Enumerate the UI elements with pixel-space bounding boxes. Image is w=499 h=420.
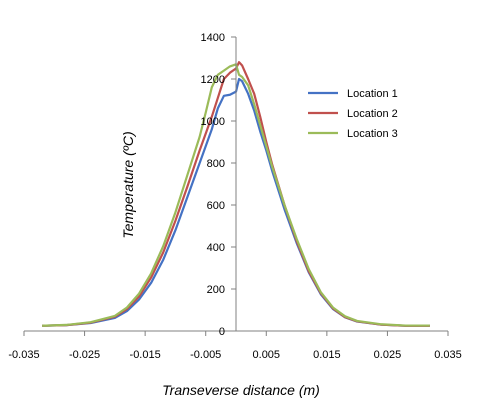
x-axis-title: Transeverse distance (m) — [162, 382, 320, 398]
y-tick-label: 600 — [207, 200, 225, 212]
x-tick-label: 0.005 — [253, 349, 281, 361]
y-tick-label: 400 — [207, 242, 225, 254]
y-tick-label: 800 — [207, 158, 225, 170]
y-tick-label: 200 — [207, 284, 225, 296]
x-tick-label: -0.025 — [69, 349, 100, 361]
plot-lines — [42, 61, 430, 327]
legend: Location 1 Location 2 Location 3 — [308, 88, 398, 140]
x-tick-label: 0.035 — [434, 349, 462, 361]
x-tick-label: -0.005 — [190, 349, 221, 361]
series-line-3 — [42, 63, 430, 327]
y-tick-label: 1400 — [201, 32, 225, 44]
x-tick-label: -0.035 — [8, 349, 39, 361]
y-tick-label: 0 — [219, 326, 225, 338]
y-tick-label: 1200 — [201, 74, 225, 86]
y-tick-labels: 0 200 400 600 800 1000 1200 1400 — [201, 32, 236, 338]
y-axis-title: Temperature (ºC) — [120, 131, 136, 238]
legend-label-3: Location 3 — [347, 128, 398, 140]
legend-label-1: Location 1 — [347, 88, 398, 100]
y-tick-label: 1000 — [201, 116, 225, 128]
x-tick-label: 0.015 — [313, 349, 341, 361]
axes — [24, 37, 448, 332]
x-tick-labels: -0.035 -0.025 -0.015 -0.005 0.005 0.015 0.025 0… — [8, 331, 462, 361]
x-tick-label: 0.025 — [374, 349, 402, 361]
legend-label-2: Location 2 — [347, 108, 398, 120]
x-tick-label: -0.015 — [130, 349, 161, 361]
